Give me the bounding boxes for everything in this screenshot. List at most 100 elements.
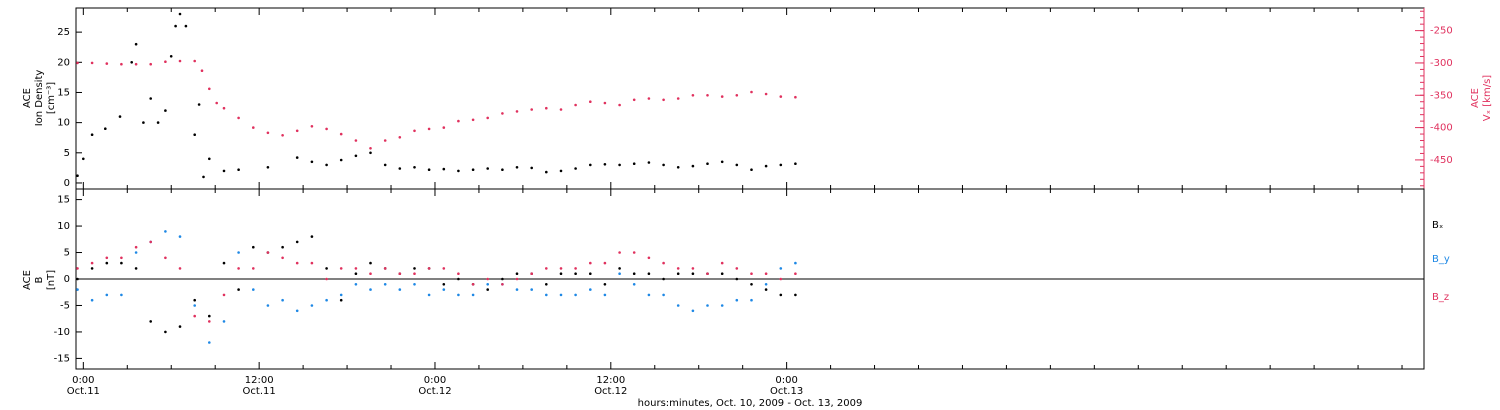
bottom-point (237, 267, 240, 270)
top-point (104, 127, 107, 130)
bottom-point (339, 298, 343, 302)
bottom-point (750, 283, 753, 286)
top-point (383, 163, 387, 167)
top-point (559, 108, 563, 111)
top-point (457, 169, 460, 173)
bottom-point (515, 272, 519, 276)
top-point (325, 163, 328, 167)
bottom-point (427, 267, 431, 270)
top-series (76, 12, 797, 179)
bottom-point (281, 256, 284, 260)
xtick-date-label: Oct.13 (770, 386, 803, 397)
bottom-point (647, 293, 651, 297)
top-point (169, 55, 173, 58)
top-y2tick-label: -350 (1430, 90, 1453, 101)
bottom-point (501, 283, 504, 286)
bottom-point (310, 235, 314, 238)
top-point (662, 98, 665, 102)
top-y2tick-label: -400 (1430, 123, 1453, 134)
top-y2tick-label: -300 (1430, 58, 1453, 69)
bottom-point (105, 293, 109, 297)
top-point (794, 162, 797, 165)
top-point (764, 92, 768, 96)
top-point (354, 154, 358, 158)
top-point (200, 69, 204, 72)
top-point (130, 61, 133, 64)
bottom-ytick-label: -10 (54, 327, 70, 338)
bottom-point (252, 288, 255, 291)
top-point (76, 61, 79, 65)
top-ylabel-line1: ACE (22, 88, 33, 108)
xtick-date-label: Oct.11 (243, 386, 276, 397)
xtick-time-label: 0:00 (424, 375, 446, 386)
top-point (706, 162, 709, 165)
bottom-point (354, 272, 358, 276)
bottom-point (310, 261, 314, 265)
top-point (142, 121, 145, 124)
bottom-point (120, 256, 123, 260)
bottom-point (208, 314, 211, 318)
bottom-point (237, 288, 240, 291)
bottom-point (545, 267, 548, 270)
top-point (339, 158, 343, 162)
top-point (266, 166, 270, 169)
top-point (589, 100, 592, 103)
bottom-point (735, 298, 739, 302)
top-point (164, 60, 167, 63)
bottom-point (325, 277, 328, 281)
bottom-point (134, 245, 138, 249)
top-point (369, 147, 372, 150)
bottom-point (662, 261, 665, 265)
top-point (486, 167, 490, 170)
top-ylabel-line3: [cm⁻³] (46, 82, 57, 114)
bottom-point (647, 256, 651, 260)
xtick-time-label: 12:00 (596, 375, 625, 386)
top-point (105, 62, 109, 65)
bottom-point (486, 288, 490, 291)
xtick-date-label: Oct.11 (67, 386, 100, 397)
bottom-point (295, 261, 299, 265)
bottom-point (662, 293, 665, 297)
bottom-ytick-label: -5 (60, 300, 70, 311)
bottom-point (574, 293, 577, 297)
top-point (82, 157, 85, 161)
top-ytick-label: 10 (57, 118, 70, 129)
bottom-point (457, 277, 460, 281)
bottom-point (794, 272, 797, 276)
top-ytick-label: 0 (64, 178, 70, 189)
bottom-point (222, 261, 226, 265)
bottom-point (632, 283, 636, 286)
top-point (647, 161, 651, 164)
top-point (413, 129, 416, 133)
bottom-point (442, 267, 446, 270)
top-point (295, 129, 299, 133)
bottom-point (398, 272, 402, 276)
bottom-point (164, 230, 167, 233)
bottom-point (720, 272, 724, 276)
top-point (149, 97, 152, 100)
top-point (134, 62, 138, 66)
top-point (662, 163, 665, 167)
bottom-ytick-label: 5 (64, 248, 70, 259)
bottom-point (706, 272, 709, 276)
bottom-point (515, 288, 519, 291)
bottom-point (252, 245, 255, 249)
bottom-point (764, 288, 768, 291)
bottom-ylabel-line3: [nT] (46, 270, 57, 290)
top-y2label-line1: ACE (1470, 88, 1481, 108)
top-point (208, 157, 211, 161)
top-point (184, 24, 188, 28)
bottom-point (164, 330, 167, 334)
bottom-point (120, 293, 123, 297)
bottom-point (750, 272, 753, 276)
xtick-time-label: 0:00 (72, 375, 94, 386)
bottom-point (369, 272, 372, 276)
top-point (222, 106, 226, 110)
top-y2tick-label: -250 (1430, 26, 1453, 37)
bottom-panel: -15 -10 -5 0 5 10 15 ACE B [nT] Bₓ B_y B_z (22, 188, 1450, 370)
top-point (632, 98, 636, 102)
top-point (90, 133, 94, 136)
bottom-point (559, 267, 563, 270)
top-point (706, 94, 709, 97)
bottom-point (720, 261, 724, 265)
